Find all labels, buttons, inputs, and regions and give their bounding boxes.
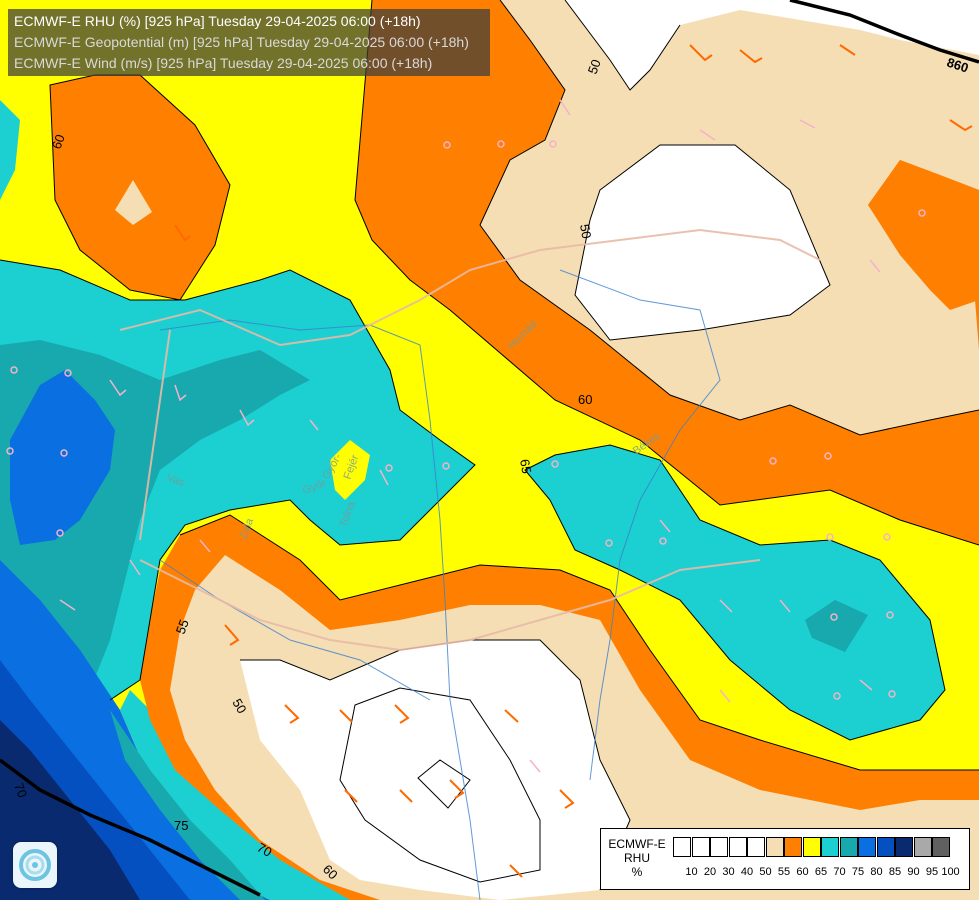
- legend-tick-label: 20: [703, 866, 717, 878]
- legend-tick-label: 10: [685, 866, 698, 878]
- wind-barbs-orange: [174, 44, 973, 878]
- geopotential-southwest-line: [0, 758, 261, 897]
- label-75: 75: [174, 818, 188, 833]
- contour-inner-south-small: [417, 759, 471, 809]
- legend-tick-label: 70: [833, 866, 846, 878]
- legend-swatch: [895, 837, 913, 857]
- legend-title-model: ECMWF-E: [608, 837, 666, 851]
- legend-swatch: [765, 837, 784, 857]
- legend-tick-label: 40: [740, 866, 754, 878]
- legend-title-unit: %: [631, 865, 643, 879]
- label-55: 55: [173, 617, 192, 636]
- legend-swatch: [691, 837, 710, 857]
- label-50-mid: 50: [577, 223, 594, 240]
- geopotential-860-line: [789, 0, 979, 64]
- band-white-south: [240, 640, 630, 900]
- legend-swatch: [673, 837, 691, 857]
- wind-calm-dots: [6, 140, 926, 700]
- band-yellow-island: [330, 440, 370, 500]
- legend-tick-label: 90: [907, 866, 920, 878]
- contour-orange-south: [179, 514, 979, 771]
- legend-swatch: [858, 837, 876, 857]
- place-vas: Vas: [165, 472, 187, 490]
- legend-swatch: [932, 837, 950, 857]
- legend-swatch: [802, 837, 821, 857]
- header-geopotential-line: ECMWF-E Geopotential (m) [925 hPa] Tuesd…: [14, 34, 469, 50]
- river-drava: [159, 559, 431, 701]
- header-rhu-line: ECMWF-E RHU (%) [925 hPa] Tuesday 29-04-…: [14, 13, 421, 29]
- wind-barbs: [59, 99, 881, 773]
- river-tisza: [559, 269, 721, 781]
- legend-tick-label: 75: [851, 866, 865, 878]
- legend-swatch: [728, 837, 747, 857]
- contour-white-north: [574, 144, 831, 341]
- contour-white-south: [240, 639, 631, 891]
- legend-swatch: [839, 837, 858, 857]
- legend-swatch: [821, 837, 839, 857]
- legend-tick-label: 100: [941, 866, 960, 878]
- map-header: ECMWF-E RHU (%) [925 hPa] Tuesday 29-04-…: [8, 9, 490, 76]
- legend-title-variable: RHU: [624, 851, 650, 865]
- label-60-mid: 60: [578, 392, 592, 407]
- border-north: [119, 228, 821, 347]
- contour-60-north: [354, 0, 979, 546]
- label-65: 65: [517, 458, 534, 475]
- legend-tick-label: 60: [796, 866, 809, 878]
- contour-cyan-east: [524, 444, 946, 741]
- legend-title: ECMWF-E RHU %: [605, 837, 669, 879]
- label-70-low: 70: [255, 840, 275, 860]
- contour-cyan-central: [0, 259, 476, 701]
- label-50-top: 50: [585, 57, 604, 76]
- label-50-low: 50: [229, 696, 249, 716]
- band-white-north: [575, 145, 830, 340]
- header-wind-line: ECMWF-E Wind (m/s) [925 hPa] Tuesday 29-…: [14, 55, 433, 71]
- legend-swatch: [747, 837, 765, 857]
- band-teal-east: [805, 600, 868, 652]
- border-west: [139, 329, 171, 541]
- contour-50-north: [479, 0, 979, 436]
- border-south: [139, 559, 761, 652]
- river-danube: [159, 319, 481, 900]
- legend-swatch: [710, 837, 728, 857]
- legend-tick-label: 30: [722, 866, 735, 878]
- contour-white-northeast: [564, 0, 681, 91]
- label-70-left: 70: [11, 781, 30, 800]
- legend-swatch: [913, 837, 932, 857]
- band-white-northeast: [565, 0, 979, 90]
- band-wheat-northwest: [115, 180, 152, 225]
- legend-swatch: [784, 837, 802, 857]
- legend-tick-label: 50: [759, 866, 772, 878]
- legend-swatch: [876, 837, 895, 857]
- legend-tick-label: 80: [870, 866, 883, 878]
- band-cyan-west: [0, 100, 20, 200]
- legend-tick-label: 55: [777, 866, 791, 878]
- label-geo-860: 860: [945, 55, 970, 76]
- band-blue-west: [10, 370, 115, 545]
- band-orange-east: [868, 160, 979, 310]
- ecmwf-swirl-logo-icon: [13, 842, 57, 888]
- band-cyan-east: [525, 445, 945, 740]
- legend-tick-label: 95: [925, 866, 939, 878]
- contour-inner-south: [339, 687, 541, 883]
- rhu-legend: ECMWF-E RHU % 10 20 30 40 50 55 60 65 70 75 80 85 90…: [600, 828, 970, 890]
- band-orange-northwest: [50, 75, 230, 300]
- legend-tick-label: 65: [814, 866, 828, 878]
- label-60-left: 60: [49, 132, 68, 151]
- legend-tick-label: 85: [888, 866, 902, 878]
